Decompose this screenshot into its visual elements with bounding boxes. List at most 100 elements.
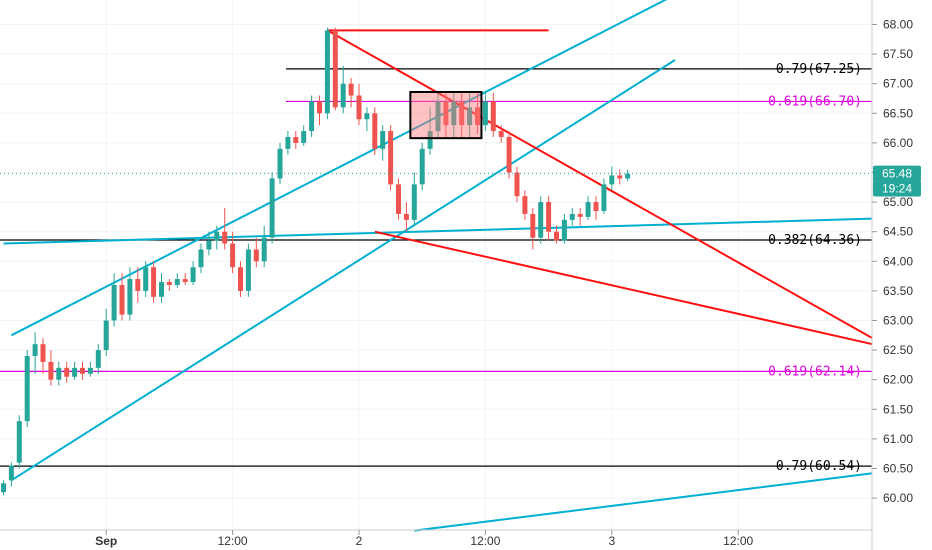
candle-body <box>103 320 109 351</box>
highlight-rectangle <box>409 90 483 140</box>
trend-line <box>414 472 873 532</box>
candle-body <box>127 279 133 315</box>
candle-body <box>388 131 394 185</box>
candle-body <box>119 284 125 315</box>
candle-body <box>166 282 172 285</box>
candle-body <box>546 202 552 232</box>
candle-body <box>56 367 62 380</box>
candle-body <box>16 421 22 463</box>
y-tick-label: 63.50 <box>883 284 913 298</box>
candle-body <box>245 249 251 291</box>
candle-body <box>151 267 157 297</box>
candle-body <box>380 131 386 149</box>
candle-body <box>135 279 141 291</box>
candle-body <box>206 240 212 250</box>
candle-body <box>72 367 78 377</box>
x-tick-label: 12:00 <box>218 534 248 548</box>
trend-line <box>374 230 873 346</box>
candle-body <box>143 267 149 291</box>
candle-body <box>467 107 473 126</box>
y-tick-label: 64.50 <box>883 225 913 239</box>
candles <box>1 27 631 496</box>
candle-body <box>253 249 259 262</box>
candle-body <box>411 184 417 220</box>
candle-body <box>609 175 615 185</box>
candle-body <box>230 243 236 268</box>
candle-body <box>459 101 465 126</box>
candle-body <box>585 202 591 217</box>
highlight-box <box>409 90 483 140</box>
candle-body <box>159 282 164 297</box>
y-tick-label: 61.50 <box>883 402 913 416</box>
price-axis[interactable]: 60.00 60.50 61.00 61.50 62.00 62.50 63.00 63.50… <box>872 18 913 506</box>
candle-body <box>372 113 378 149</box>
fib-level-label: 0.79(67.25) <box>776 62 862 77</box>
candle-body <box>24 356 30 422</box>
price-badge-label: 65.48 <box>882 167 912 181</box>
candle-body <box>48 361 54 380</box>
time-axis[interactable]: Sep 12:00 2 12:00 3 12:00 <box>95 530 754 548</box>
candle-body <box>238 267 243 291</box>
candle-body <box>617 175 623 179</box>
candle-body <box>364 113 370 120</box>
candle-body <box>451 101 457 126</box>
candle-body <box>522 196 528 214</box>
y-tick-label: 65.00 <box>883 195 913 209</box>
y-tick-label: 60.00 <box>883 491 913 505</box>
candle-body <box>95 350 101 368</box>
candle-body <box>182 279 188 283</box>
y-tick-label: 62.50 <box>883 343 913 357</box>
candle-body <box>577 213 583 217</box>
candle-body <box>214 231 220 241</box>
candle-body <box>356 95 362 120</box>
trend-line <box>326 29 873 340</box>
candle-body <box>514 172 520 197</box>
trend-line <box>10 59 676 482</box>
fib-levels <box>0 68 872 467</box>
y-tick-label: 61.00 <box>883 432 913 446</box>
y-tick-label: 62.00 <box>883 373 913 387</box>
fib-level-label: 0.619(66.70) <box>768 94 862 109</box>
candle-body <box>561 219 567 241</box>
candle-body <box>498 131 504 137</box>
candle-body <box>625 173 631 179</box>
candle-body <box>435 101 441 132</box>
candle-body <box>403 213 409 220</box>
trend-line <box>3 217 873 245</box>
y-tick-label: 67.00 <box>883 77 913 91</box>
candle-body <box>554 231 559 241</box>
y-tick-label: 66.00 <box>883 136 913 150</box>
candle-body <box>569 213 575 220</box>
candle-body <box>332 30 338 108</box>
candle-body <box>40 344 46 362</box>
candle-body <box>111 284 117 321</box>
candle-body <box>530 213 536 238</box>
candle-body <box>348 83 354 96</box>
candle-body <box>301 131 307 143</box>
candle-body <box>269 178 275 238</box>
candle-body <box>490 101 496 132</box>
candle-body <box>427 131 433 149</box>
candle-body <box>277 148 283 179</box>
x-tick-label: 2 <box>356 534 363 548</box>
candle-body <box>309 101 315 132</box>
y-tick-label: 63.00 <box>883 314 913 328</box>
x-tick-label: 12:00 <box>723 534 753 548</box>
candle-body <box>261 237 267 262</box>
candle-body <box>340 83 346 108</box>
y-tick-label: 64.00 <box>883 254 913 268</box>
candle-body <box>324 30 330 114</box>
candle-body <box>538 202 544 238</box>
y-tick-label: 60.50 <box>883 462 913 476</box>
x-tick-label: Sep <box>95 534 117 548</box>
candle-body <box>64 367 70 377</box>
candle-body <box>222 231 228 244</box>
fib-level-label: 0.382(64.36) <box>768 233 862 248</box>
candle-body <box>32 344 38 357</box>
fib-level-label: 0.619(62.14) <box>768 364 862 379</box>
y-tick-label: 67.50 <box>883 47 913 61</box>
candle-body <box>174 279 180 285</box>
candle-body <box>419 148 425 185</box>
